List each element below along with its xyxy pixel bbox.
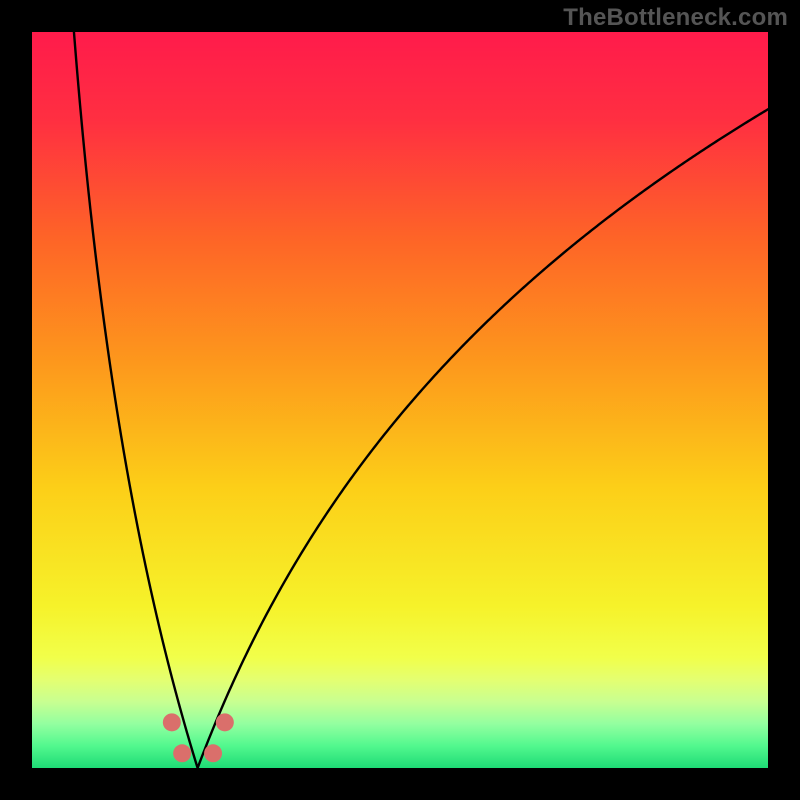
curve-marker (163, 713, 181, 731)
curve-marker (173, 744, 191, 762)
watermark-text: TheBottleneck.com (563, 4, 788, 32)
frame-bottom (0, 768, 800, 800)
bottleneck-chart (32, 32, 768, 768)
curve-marker (216, 713, 234, 731)
frame-right (768, 0, 800, 800)
frame-left (0, 0, 32, 800)
curve-marker (204, 744, 222, 762)
chart-background (32, 32, 768, 768)
